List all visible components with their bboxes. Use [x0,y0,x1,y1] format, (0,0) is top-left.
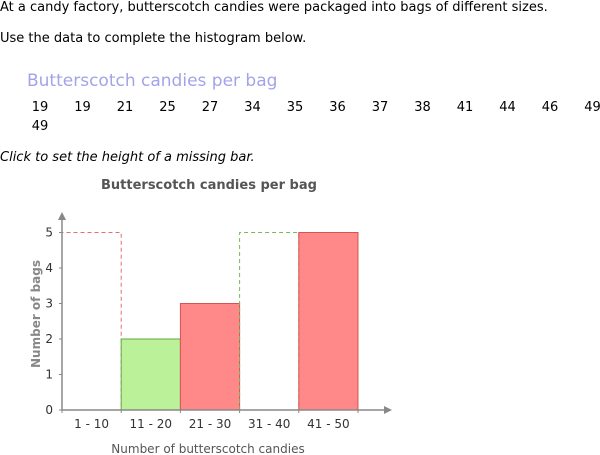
y-tick-label: 1 [45,368,53,382]
prompt-line-1: At a candy factory, butterscotch candies… [0,0,548,15]
x-axis-label: Number of butterscotch candies [111,442,304,455]
y-axis-label: Number of bags [29,260,43,368]
data-value: 41 [456,100,474,115]
data-value: 46 [541,100,559,115]
x-tick-label: 11 - 20 [130,417,173,431]
data-value: 34 [244,100,261,115]
missing-bar-31-40[interactable] [239,232,300,411]
data-value: 36 [329,100,346,115]
instruction-text: Click to set the height of a missing bar… [0,150,255,165]
data-table-title: Butterscotch candies per bag [27,71,278,91]
x-tick-label: 1 - 10 [74,417,109,431]
y-tick-label: 4 [45,261,53,275]
data-value: 27 [201,100,219,115]
y-axis-arrow-icon [58,212,66,220]
chart-title: Butterscotch candies per bag [101,178,317,193]
data-value: 37 [371,100,389,115]
data-value: 44 [499,100,516,115]
y-tick-label: 2 [45,332,53,346]
data-value: 19 [74,100,91,115]
x-tick-label: 41 - 50 [307,417,350,431]
bar-41-50[interactable] [298,232,359,411]
x-tick-label: 31 - 40 [248,417,291,431]
missing-bar-1-10[interactable] [61,232,122,411]
data-value: 19 [31,100,49,115]
bar-11-20[interactable] [120,338,181,411]
y-tick-label: 0 [45,403,53,417]
data-value: 38 [414,100,431,115]
bar-21-30[interactable] [179,303,241,411]
data-value: 25 [159,100,176,115]
data-value: 21 [116,100,134,115]
x-tick-label: 21 - 30 [189,417,232,431]
data-value: 35 [286,100,304,115]
y-tick-label: 3 [45,297,53,311]
x-axis-arrow-icon [384,406,392,414]
prompt-line-2: Use the data to complete the histogram b… [0,31,307,46]
data-value: 49 [584,100,600,115]
data-value: 49 [31,119,49,134]
y-tick-label: 5 [45,226,53,240]
